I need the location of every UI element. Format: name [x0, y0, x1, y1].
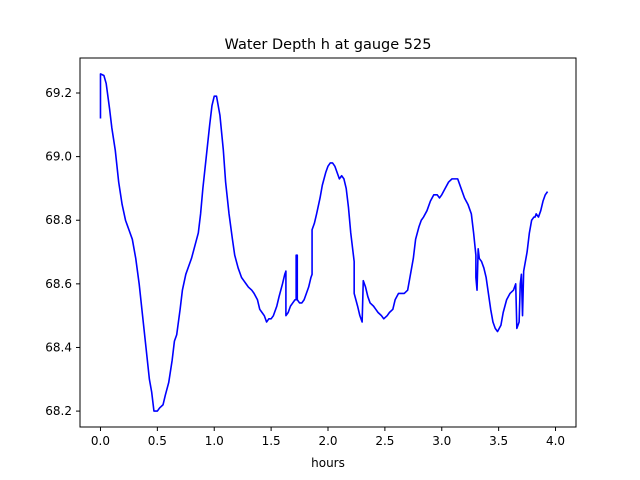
x-tick-label: 1.0	[205, 434, 224, 448]
y-axis: 68.2 68.4 68.6 68.8 69.0 69.2	[45, 86, 80, 418]
x-axis-label: hours	[311, 456, 345, 470]
y-tick-label: 68.4	[45, 340, 72, 354]
y-tick-label: 69.0	[45, 150, 72, 164]
x-tick-label: 0.5	[148, 434, 167, 448]
y-tick-label: 68.8	[45, 213, 72, 227]
x-tick-label: 3.0	[432, 434, 451, 448]
y-tick-label: 68.6	[45, 277, 72, 291]
y-tick-label: 68.2	[45, 404, 72, 418]
x-tick-label: 3.5	[489, 434, 508, 448]
x-tick-label: 2.0	[318, 434, 337, 448]
plot-frame	[79, 57, 577, 428]
y-tick-label: 69.2	[45, 86, 72, 100]
chart-title: Water Depth h at gauge 525	[225, 37, 432, 53]
x-tick-label: 1.5	[262, 434, 281, 448]
x-tick-label: 2.5	[375, 434, 394, 448]
x-tick-label: 4.0	[546, 434, 565, 448]
plot-area	[79, 57, 577, 428]
x-axis: 0.0 0.5 1.0 1.5 2.0 2.5 3.0 3.5 4.0	[91, 427, 565, 448]
x-tick-label: 0.0	[91, 434, 110, 448]
series-line-1	[99, 73, 549, 412]
